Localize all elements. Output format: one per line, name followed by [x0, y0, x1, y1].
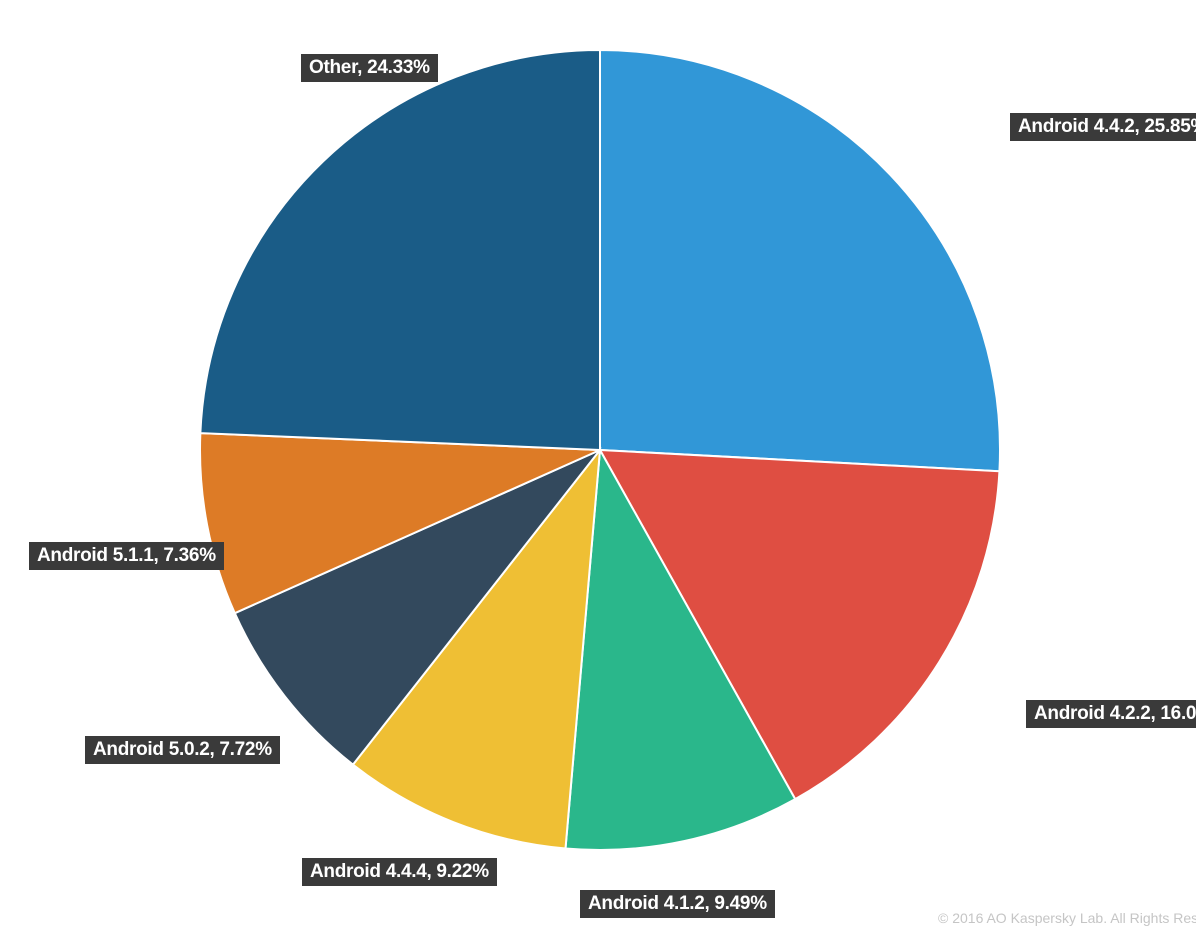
- pie-chart-container: Android 4.4.2, 25.85% Android 4.2.2, 16.0…: [0, 0, 1196, 934]
- pie-slice-other: [200, 50, 600, 450]
- pie-slice-android-4-4-2: [600, 50, 1000, 471]
- copyright-text: © 2016 AO Kaspersky Lab. All Rights Rese…: [938, 910, 1196, 926]
- slice-label-android-4-2-2: Android 4.2.2, 16.04%: [1026, 700, 1196, 728]
- slice-label-android-4-1-2: Android 4.1.2, 9.49%: [580, 890, 775, 918]
- slice-label-android-4-4-4: Android 4.4.4, 9.22%: [302, 858, 497, 886]
- slice-label-other: Other, 24.33%: [301, 54, 438, 82]
- slice-label-android-5-0-2: Android 5.0.2, 7.72%: [85, 736, 280, 764]
- slice-label-android-5-1-1: Android 5.1.1, 7.36%: [29, 542, 224, 570]
- slice-label-android-4-4-2: Android 4.4.2, 25.85%: [1010, 113, 1196, 141]
